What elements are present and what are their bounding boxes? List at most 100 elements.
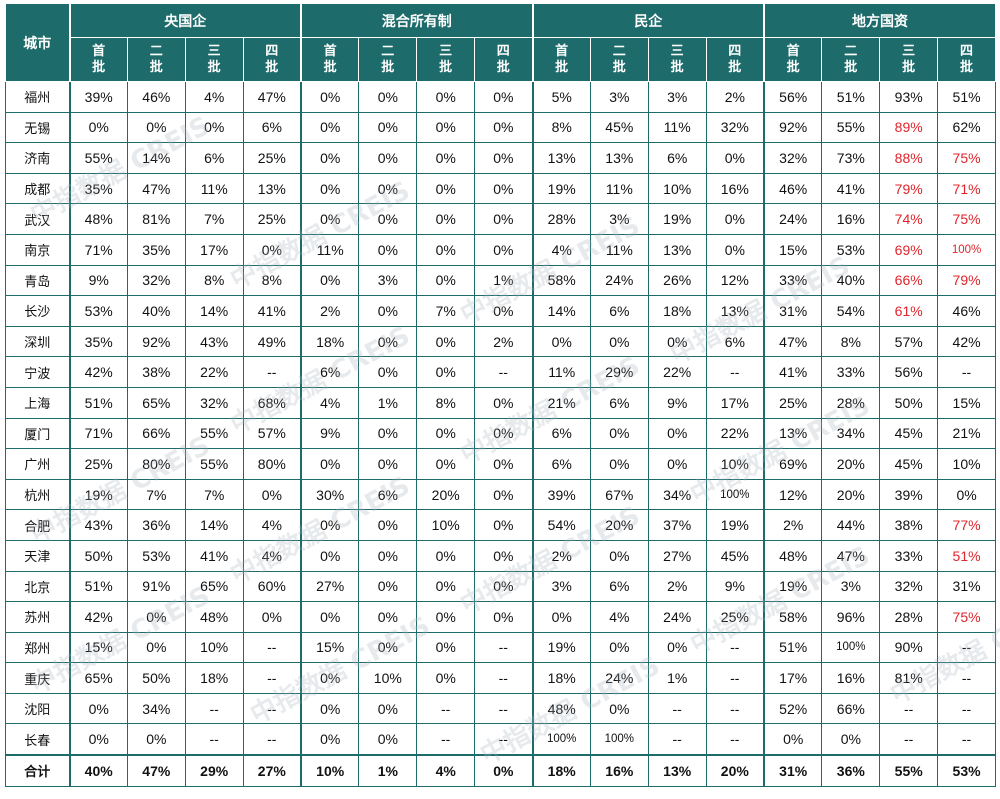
value-cell: 0% [358, 448, 418, 480]
value-cell: 55% [184, 448, 244, 480]
batch-header-line: 批 [844, 59, 858, 75]
value-cell: 33% [763, 264, 823, 297]
batch-header-line: 批 [92, 59, 106, 75]
value-cell: 28% [821, 386, 881, 419]
value-cell: 91% [126, 570, 186, 603]
value-cell: 4% [242, 509, 302, 541]
value-cell: 0% [358, 692, 418, 725]
total-value-cell: 0% [474, 754, 533, 787]
value-cell: -- [879, 723, 939, 756]
city-cell: 福州 [5, 81, 70, 113]
city-cell: 杭州 [5, 478, 70, 511]
batch-header: 首批 [531, 37, 591, 82]
value-cell: 75% [937, 203, 996, 235]
value-cell: 0% [937, 478, 996, 511]
value-cell: 0% [589, 417, 649, 450]
value-cell: 27% [647, 539, 707, 572]
value-cell: 19% [531, 631, 591, 664]
value-cell: 21% [937, 417, 996, 450]
value-cell: 0% [416, 539, 476, 572]
value-cell: 54% [821, 295, 881, 327]
value-cell: 39% [68, 81, 128, 113]
value-cell: 25% [705, 601, 765, 633]
total-value-cell: 4% [416, 754, 476, 787]
value-cell: 3% [358, 264, 418, 297]
value-cell: 66% [879, 264, 939, 297]
value-cell: 0% [242, 478, 302, 511]
city-cell: 深圳 [5, 325, 70, 358]
value-cell: 6% [589, 386, 649, 419]
value-cell: 0% [300, 111, 360, 144]
batch-header-line: 二 [381, 43, 395, 59]
value-cell: 79% [937, 264, 996, 297]
value-cell: 33% [879, 539, 939, 572]
value-cell: 31% [937, 570, 996, 603]
table-row: 成都 35% 47% 11% 13% 0% 0% 0% 0% 19% 11% 10% 16% 46% 41%… [5, 172, 996, 205]
table-row: 郑州 15% 0% 10% -- 15% 0% 0% -- 19% 0% 0% -- 51% 100% 90%… [5, 631, 996, 664]
value-cell: 0% [474, 417, 533, 450]
value-cell: 66% [821, 692, 881, 725]
value-cell: 41% [184, 539, 244, 572]
value-cell: 33% [821, 356, 881, 388]
value-cell: 42% [937, 325, 996, 358]
table-row: 杭州 19% 7% 7% 0% 30% 6% 20% 0% 39% 67% 34% 100% 12% 20%… [5, 478, 996, 511]
city-cell: 南京 [5, 233, 70, 266]
value-cell: 40% [126, 295, 186, 327]
value-cell: 51% [821, 81, 881, 113]
value-cell: 44% [821, 509, 881, 541]
value-cell: 4% [300, 386, 360, 419]
value-cell: 10% [184, 631, 244, 664]
value-cell: -- [705, 631, 765, 664]
value-cell: 0% [358, 631, 418, 664]
value-cell: 46% [763, 172, 823, 205]
value-cell: 31% [763, 295, 823, 327]
value-cell: 69% [879, 233, 939, 266]
table-row: 上海 51% 65% 32% 68% 4% 1% 8% 0% 21% 6% 9% 17% 25% 28% 50… [5, 386, 996, 419]
land-share-table: 城市 央国企 混合所有制 民企 地方国资 首批二批三批四批首批二批三批四批首批二… [5, 3, 996, 787]
value-cell: 6% [242, 111, 302, 144]
value-cell: 46% [937, 295, 996, 327]
value-cell: 0% [358, 203, 418, 235]
value-cell: 1% [647, 662, 707, 694]
value-cell: 6% [531, 448, 591, 480]
value-cell: 0% [300, 723, 360, 756]
value-cell: 42% [68, 601, 128, 633]
value-cell: 80% [126, 448, 186, 480]
value-cell: 35% [68, 172, 128, 205]
value-cell: 46% [126, 81, 186, 113]
value-cell: 24% [763, 203, 823, 235]
value-cell: 0% [242, 233, 302, 266]
value-cell: 8% [184, 264, 244, 297]
value-cell: 77% [937, 509, 996, 541]
value-cell: 18% [531, 662, 591, 694]
value-cell: -- [474, 692, 533, 725]
value-cell: 25% [68, 448, 128, 480]
value-cell: 0% [358, 295, 418, 327]
value-cell: 24% [647, 601, 707, 633]
batch-header: 四批 [474, 37, 533, 82]
batch-header-line: 首 [323, 43, 337, 59]
value-cell: 0% [358, 417, 418, 450]
value-cell: 7% [416, 295, 476, 327]
value-cell: 0% [358, 356, 418, 388]
value-cell: 30% [300, 478, 360, 511]
value-cell: -- [937, 692, 996, 725]
value-cell: 80% [242, 448, 302, 480]
value-cell: 9% [300, 417, 360, 450]
total-value-cell: 20% [705, 754, 765, 787]
value-cell: 19% [647, 203, 707, 235]
value-cell: 39% [879, 478, 939, 511]
value-cell: 7% [126, 478, 186, 511]
value-cell: 6% [358, 478, 418, 511]
value-cell: 20% [416, 478, 476, 511]
value-cell: 43% [184, 325, 244, 358]
group-header-private: 民企 [531, 3, 765, 38]
value-cell: 0% [416, 662, 476, 694]
batch-header-line: 批 [207, 59, 221, 75]
value-cell: 1% [474, 264, 533, 297]
value-cell: 4% [589, 601, 649, 633]
value-cell: 0% [68, 111, 128, 144]
value-cell: -- [705, 723, 765, 756]
value-cell: -- [416, 723, 476, 756]
batch-header-line: 批 [902, 59, 916, 75]
